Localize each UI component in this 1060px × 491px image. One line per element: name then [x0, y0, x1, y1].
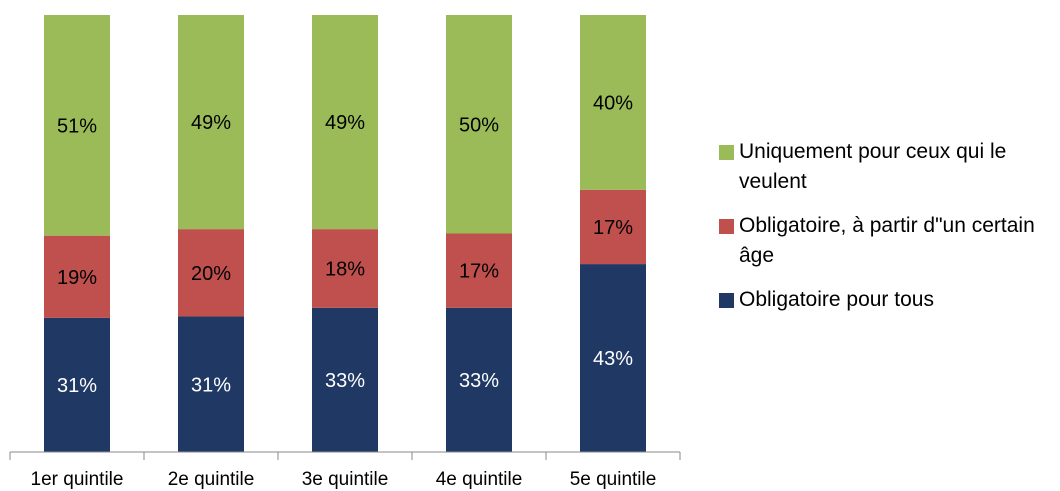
data-label: 40%	[593, 92, 633, 114]
bar-segment-2-3	[312, 229, 378, 308]
data-label: 19%	[57, 267, 97, 289]
legend-swatch	[719, 145, 734, 160]
bar-segment-2-4	[446, 233, 512, 308]
data-label: 49%	[325, 112, 365, 134]
data-label: 33%	[325, 370, 365, 392]
bar-segment-1-4	[446, 307, 512, 452]
data-label: 20%	[191, 263, 231, 285]
legend-item: Uniquement pour ceux qui le veulent	[719, 137, 1059, 197]
legend: Uniquement pour ceux qui le veulent Oblig…	[719, 137, 1059, 329]
data-label: 17%	[459, 261, 499, 283]
bar-segment-3-4	[446, 15, 512, 234]
bar-segment-3-5	[580, 15, 646, 190]
bar-segment-2-2	[178, 229, 244, 317]
legend-label: Obligatoire pour tous	[739, 288, 934, 311]
x-tick-label: 3e quintile	[302, 469, 389, 490]
bar-segment-1-3	[312, 307, 378, 452]
bar-segment-3-1	[44, 15, 110, 236]
legend-label: Obligatoire, à partir d"un certain âge	[739, 214, 1035, 267]
legend-item: Obligatoire, à partir d"un certain âge	[719, 211, 1059, 271]
x-tick-label: 5e quintile	[570, 469, 657, 490]
legend-label: Uniquement pour ceux qui le veulent	[739, 140, 1007, 193]
data-label: 31%	[57, 375, 97, 397]
data-label: 31%	[191, 374, 231, 396]
bar-segment-1-1	[44, 317, 110, 452]
x-tick-label: 4e quintile	[436, 469, 523, 490]
data-label: 18%	[325, 258, 365, 280]
legend-swatch	[719, 293, 734, 308]
legend-item: Obligatoire pour tous	[719, 285, 1059, 315]
data-label: 17%	[593, 217, 633, 239]
data-label: 49%	[191, 112, 231, 134]
x-axis-ticks: 1er quintile 2e quintile 3e quintile 4e qui…	[9, 452, 681, 490]
bar-segment-3-2	[178, 15, 244, 230]
data-label: 33%	[459, 370, 499, 392]
bar-segment-1-5	[580, 264, 646, 452]
bar-segment-3-3	[312, 15, 378, 230]
bar-segment-2-5	[580, 189, 646, 265]
data-label: 51%	[57, 115, 97, 137]
data-label: 43%	[593, 348, 633, 370]
x-tick-label: 2e quintile	[168, 469, 255, 490]
bar-segment-2-1	[44, 235, 110, 318]
bars-group: 31% 19% 51% 31% 20% 49% 33% 18% 49% 33% 17% 50% 43% 1…	[44, 15, 646, 452]
bar-segment-1-2	[178, 316, 244, 452]
legend-swatch	[719, 219, 734, 234]
data-label: 50%	[459, 114, 499, 136]
x-tick-label: 1er quintile	[31, 469, 124, 490]
